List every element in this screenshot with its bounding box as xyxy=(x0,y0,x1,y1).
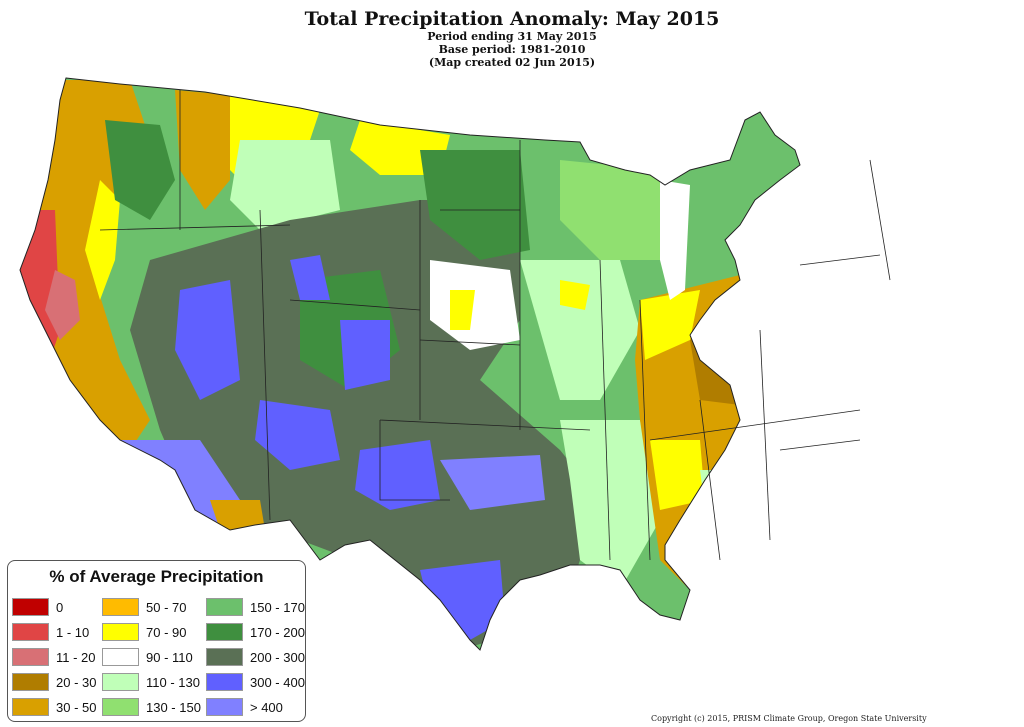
legend-item-70-90: 70 - 90 xyxy=(102,622,206,642)
legend-item-20-30: 20 - 30 xyxy=(12,672,102,692)
period-ending-text: Period ending 31 May 2015 xyxy=(427,30,597,43)
legend-item-0: 0 xyxy=(12,597,102,617)
legend: % of Average Precipitation 0 50 - 70 150… xyxy=(7,560,306,722)
legend-item-over-400: > 400 xyxy=(206,697,306,717)
base-period-text: Base period: 1981-2010 xyxy=(438,43,586,56)
legend-swatch xyxy=(102,623,139,641)
legend-swatch xyxy=(102,598,139,616)
legend-swatch xyxy=(102,698,139,716)
legend-swatch xyxy=(206,673,243,691)
legend-swatch xyxy=(12,598,49,616)
legend-swatch xyxy=(206,698,243,716)
legend-item-50-70: 50 - 70 xyxy=(102,597,206,617)
legend-item-150-170: 150 - 170 xyxy=(206,597,306,617)
legend-item-11-20: 11 - 20 xyxy=(12,647,102,667)
copyright-text: Copyright (c) 2015, PRISM Climate Group,… xyxy=(651,714,927,723)
map-created-text: (Map created 02 Jun 2015) xyxy=(428,56,596,69)
legend-swatch xyxy=(206,623,243,641)
us-outline xyxy=(19,77,801,651)
legend-item-130-150: 130 - 150 xyxy=(102,697,206,717)
legend-swatch xyxy=(12,648,49,666)
legend-swatch xyxy=(206,648,243,666)
legend-swatch xyxy=(206,598,243,616)
legend-swatch xyxy=(12,673,49,691)
title-block: Total Precipitation Anomaly: May 2015 Pe… xyxy=(0,8,1024,69)
legend-item-170-200: 170 - 200 xyxy=(206,622,306,642)
legend-swatch xyxy=(102,648,139,666)
legend-grid: 0 50 - 70 150 - 170 1 - 10 70 - 90 170 -… xyxy=(12,597,306,717)
map-title: Total Precipitation Anomaly: May 2015 xyxy=(304,8,720,30)
legend-item-90-110: 90 - 110 xyxy=(102,647,206,667)
legend-title: % of Average Precipitation xyxy=(49,567,264,586)
legend-item-200-300: 200 - 300 xyxy=(206,647,306,667)
legend-swatch xyxy=(12,623,49,641)
legend-swatch xyxy=(102,673,139,691)
legend-item-1-10: 1 - 10 xyxy=(12,622,102,642)
legend-item-300-400: 300 - 400 xyxy=(206,672,306,692)
precipitation-anomaly-map xyxy=(19,77,891,651)
state-boundaries xyxy=(99,90,891,561)
legend-item-110-130: 110 - 130 xyxy=(102,672,206,692)
legend-swatch xyxy=(12,698,49,716)
legend-item-30-50: 30 - 50 xyxy=(12,697,102,717)
